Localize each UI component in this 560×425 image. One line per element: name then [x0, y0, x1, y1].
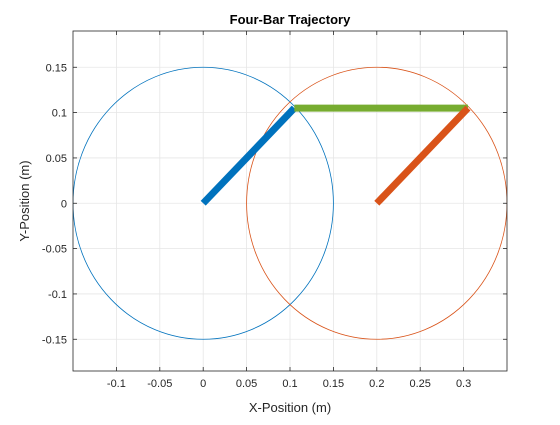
x-tick-label: -0.05	[147, 378, 172, 390]
y-tick-label: -0.15	[42, 334, 67, 346]
y-tick-label: -0.05	[42, 244, 67, 256]
y-tick-label: 0.15	[46, 62, 67, 74]
x-tick-label: -0.1	[107, 378, 126, 390]
y-tick-label: 0.1	[52, 108, 67, 120]
y-axis-label: Y-Position (m)	[17, 160, 32, 241]
chart-title: Four-Bar Trajectory	[230, 12, 351, 27]
x-tick-label: 0.25	[409, 378, 430, 390]
x-axis-label: X-Position (m)	[249, 400, 331, 415]
x-tick-label: 0.15	[323, 378, 344, 390]
x-tick-label: 0.3	[456, 378, 471, 390]
x-tick-label: 0.2	[369, 378, 384, 390]
y-tick-label: -0.1	[48, 289, 67, 301]
x-tick-label: 0.1	[282, 378, 297, 390]
y-tick-label: 0	[61, 198, 67, 210]
x-tick-label: 0.05	[236, 378, 257, 390]
y-tick-label: 0.05	[46, 153, 67, 165]
x-tick-label: 0	[200, 378, 206, 390]
